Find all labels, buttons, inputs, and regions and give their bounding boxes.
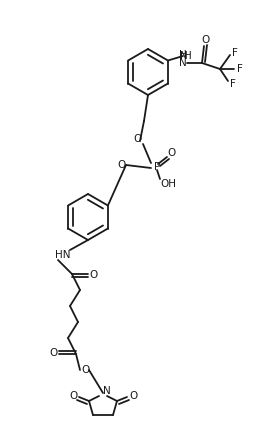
Text: H: H bbox=[179, 50, 187, 60]
Text: F: F bbox=[230, 79, 236, 89]
Text: F: F bbox=[237, 64, 243, 74]
Text: O: O bbox=[82, 365, 90, 375]
Text: P: P bbox=[154, 162, 160, 172]
Text: F: F bbox=[232, 48, 238, 58]
Text: N: N bbox=[179, 58, 187, 68]
Text: N: N bbox=[180, 51, 188, 61]
Text: H: H bbox=[184, 51, 192, 61]
Text: O: O bbox=[133, 134, 141, 144]
Text: O: O bbox=[69, 391, 77, 401]
Text: O: O bbox=[49, 348, 57, 358]
Text: O: O bbox=[90, 270, 98, 280]
Text: O: O bbox=[167, 148, 175, 158]
Text: O: O bbox=[118, 160, 126, 170]
Text: N: N bbox=[103, 386, 111, 396]
Text: OH: OH bbox=[160, 179, 176, 189]
Text: O: O bbox=[129, 391, 137, 401]
Text: HN: HN bbox=[55, 250, 71, 260]
Text: O: O bbox=[201, 35, 209, 45]
